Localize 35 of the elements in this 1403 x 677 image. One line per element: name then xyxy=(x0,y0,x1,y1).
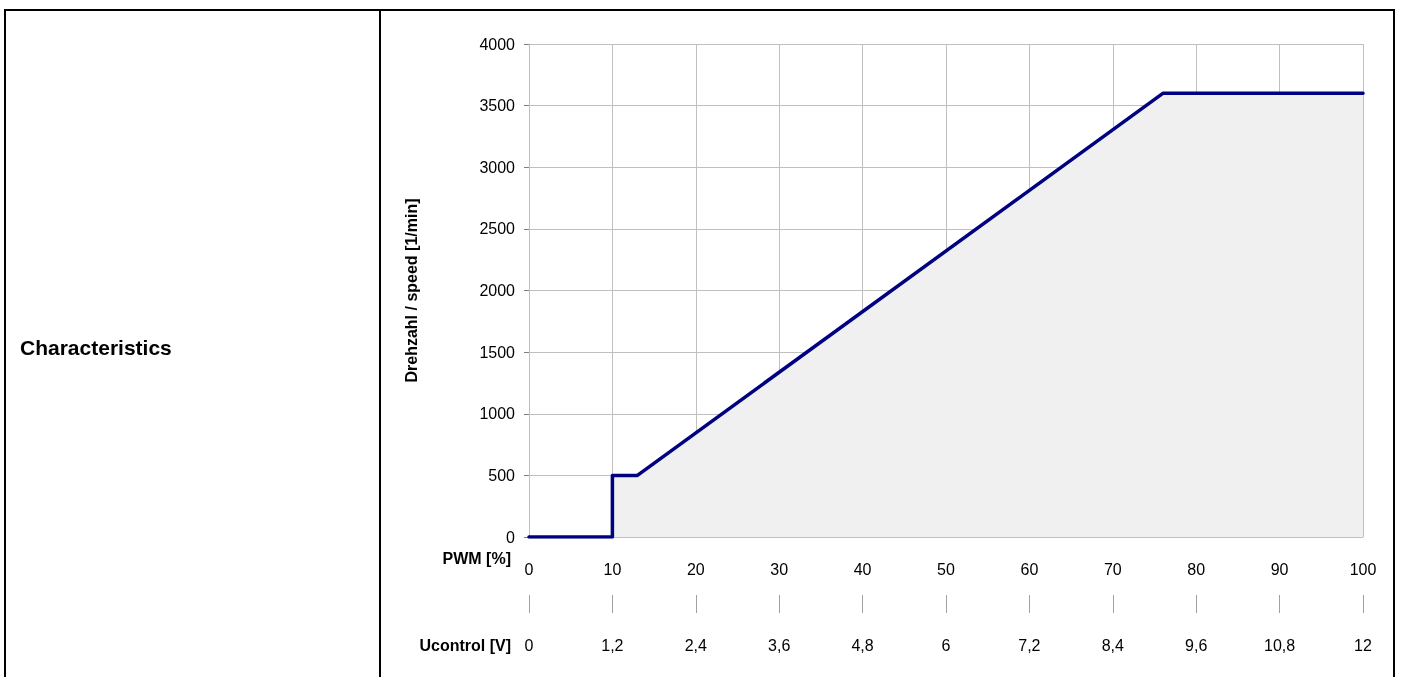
x2-tick-label: 6 xyxy=(941,636,951,654)
x2-tick-label: 4,8 xyxy=(851,636,874,654)
x2-tick-label: 2,4 xyxy=(684,636,708,654)
y-tick-label: 2500 xyxy=(479,220,516,238)
y-tick-label: 3500 xyxy=(479,97,516,115)
text: Characteristics xyxy=(20,336,172,359)
x-tick-label: 60 xyxy=(1020,560,1039,578)
y-tick-label: 0 xyxy=(506,528,516,546)
x-tick-label: 70 xyxy=(1103,560,1122,578)
x2-tick-label: 8,4 xyxy=(1101,636,1125,654)
x-tick-label: 80 xyxy=(1187,560,1206,578)
x-tick-label: 90 xyxy=(1270,560,1289,578)
x2-tick-label: 10,8 xyxy=(1264,636,1296,654)
y-tick-label: 500 xyxy=(488,466,516,484)
x-axis-title: PWM [%] xyxy=(442,549,511,567)
x2-tick-label: 7,2 xyxy=(1018,636,1041,654)
x-tick-label: 30 xyxy=(770,560,789,578)
y-tick-label: 1500 xyxy=(479,343,516,361)
x-tick-label: 100 xyxy=(1349,560,1377,578)
x2-tick-label: 9,6 xyxy=(1185,636,1208,654)
y-tick-label: 4000 xyxy=(479,35,516,53)
x2-tick-label: 3,6 xyxy=(768,636,791,654)
x2-axis-title: Ucontrol [V] xyxy=(419,636,511,654)
y-tick-label: 3000 xyxy=(479,158,516,176)
x-tick-label: 40 xyxy=(853,560,872,578)
y-tick-label: 2000 xyxy=(479,282,516,299)
x-tick-label: 10 xyxy=(603,560,622,578)
x-tick-label: 20 xyxy=(686,560,705,578)
x2-tick-label: 1,2 xyxy=(601,636,624,654)
y-axis-title: Drehzahl / speed [1/min] xyxy=(402,198,420,383)
x2-tick-label: 12 xyxy=(1354,636,1372,654)
y-tick-label: 1000 xyxy=(479,405,516,423)
x-tick-label: 0 xyxy=(524,560,534,578)
x2-tick-label: 0 xyxy=(524,636,534,654)
x-tick-label: 50 xyxy=(937,560,955,578)
